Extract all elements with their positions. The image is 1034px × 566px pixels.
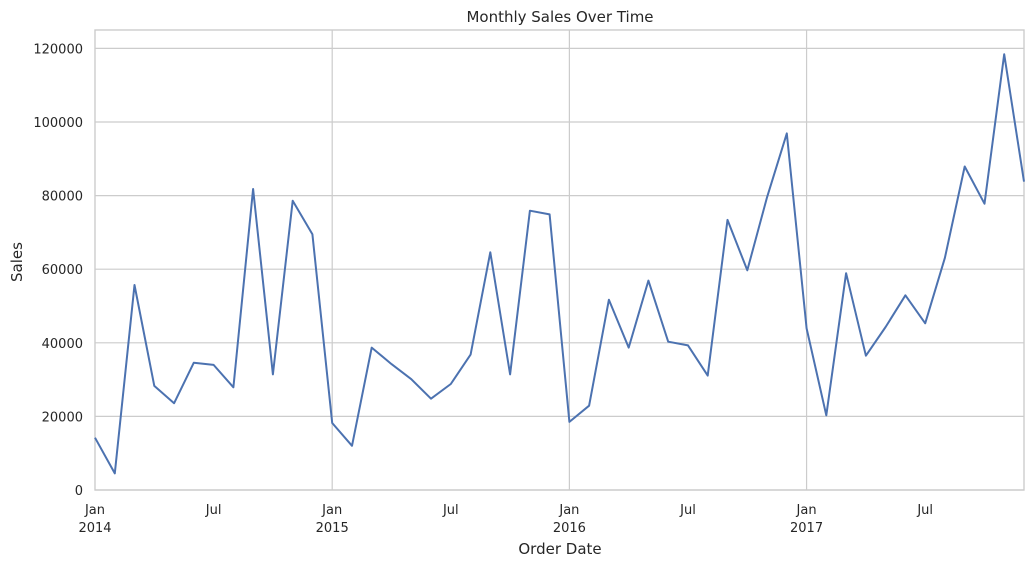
plot-frame: [94, 29, 1025, 491]
y-tick-label: 80000: [42, 190, 83, 205]
x-axis-label: Order Date: [518, 540, 601, 558]
x-tick-label: Jan: [796, 503, 817, 518]
x-tick-label: Jul: [679, 503, 696, 518]
grid-lines: [95, 30, 1024, 491]
x-tick-label: Jul: [205, 503, 222, 518]
y-axis-ticks: 0 20000 40000 60000 80000 100000 120000: [33, 42, 83, 499]
y-tick-label: 60000: [42, 263, 83, 278]
x-tick-label: Jan: [321, 503, 342, 518]
sales-line: [94, 53, 1025, 475]
y-tick-label: 100000: [33, 116, 83, 131]
x-tick-year-label: 2017: [790, 521, 823, 536]
y-tick-label: 120000: [33, 42, 83, 57]
x-tick-label: Jul: [442, 503, 459, 518]
x-tick-year-label: 2014: [78, 521, 111, 536]
x-tick-label: Jan: [84, 503, 105, 518]
y-tick-label: 20000: [42, 410, 83, 425]
plot-border: [94, 29, 1025, 491]
x-tick-label: Jul: [916, 503, 933, 518]
y-tick-label: 40000: [42, 337, 83, 352]
series-layer: [94, 53, 1025, 475]
y-tick-label: 0: [75, 484, 83, 499]
x-tick-label: Jan: [558, 503, 579, 518]
chart-title: Monthly Sales Over Time: [466, 8, 653, 26]
y-axis-label: Sales: [8, 242, 26, 282]
x-axis-ticks: Jan 2014 Jul Jan 2015 Jul Jan 2016 Jul Jan 2017 Jul: [78, 503, 933, 536]
x-tick-year-label: 2016: [553, 521, 586, 536]
x-tick-year-label: 2015: [316, 521, 349, 536]
